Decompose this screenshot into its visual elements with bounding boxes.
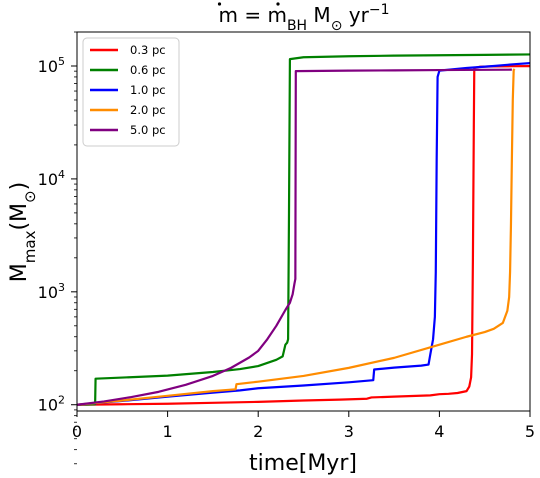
x-tick-label-1: 1 xyxy=(163,422,173,441)
y-tick-label-100000: 105 xyxy=(38,55,65,76)
x-tick-label-3: 3 xyxy=(344,422,354,441)
series-line-0-6-pc xyxy=(76,53,531,406)
x-tick-label-2: 2 xyxy=(253,422,263,441)
title-dot-1 xyxy=(217,2,222,6)
title-dot-2 xyxy=(276,2,280,6)
tick-layer: 0 1 2 3 4 5 102 103 104 105 xyxy=(38,31,535,465)
x-axis-label: time[Myr] xyxy=(249,451,357,476)
series-line-5-0-pc xyxy=(76,68,512,406)
y-tick-label-100: 102 xyxy=(38,394,65,415)
plot-frame xyxy=(76,31,531,412)
y-tick-label-1000: 103 xyxy=(38,281,65,302)
y-tick-label-10000: 104 xyxy=(38,168,65,189)
series-layer xyxy=(76,53,531,406)
legend-label-0-3-pc: 0.3 pc xyxy=(130,43,166,57)
legend-label-5-0-pc: 5.0 pc xyxy=(130,123,166,137)
x-tick-label-5: 5 xyxy=(525,422,535,441)
chart-title: m = mBH M⊙ yr−1 xyxy=(218,2,389,34)
legend-label-1-0-pc: 1.0 pc xyxy=(130,83,166,97)
x-tick-label-4: 4 xyxy=(434,422,444,441)
legend: 0.3 pc 0.6 pc 1.0 pc 2.0 pc 5.0 pc xyxy=(82,37,180,147)
x-tick-label-0: 0 xyxy=(72,422,82,441)
legend-label-0-6-pc: 0.6 pc xyxy=(130,63,166,77)
y-axis-label: Mmax(M⊙) xyxy=(7,182,39,282)
series-line-2-0-pc xyxy=(76,68,516,406)
legend-label-2-0-pc: 2.0 pc xyxy=(130,103,166,117)
legend-box xyxy=(82,37,180,147)
